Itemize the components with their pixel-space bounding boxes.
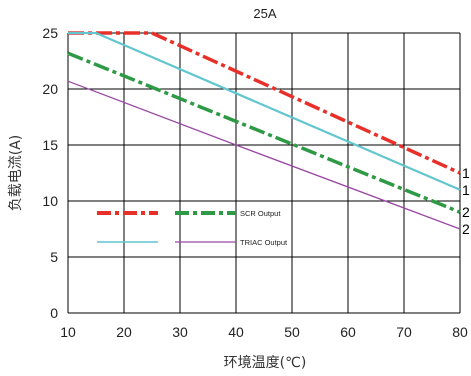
x-tick-label-4: 50	[284, 324, 300, 340]
x-tick-label-5: 60	[340, 324, 356, 340]
y-tick-label-4: 20	[42, 81, 58, 97]
tick-labels: 10 20 30 40 50 60 70 80 0 5 10 15 20 25	[42, 25, 468, 340]
series-end-label-2: 2	[462, 204, 470, 220]
series-line-2	[67, 51, 461, 214]
y-tick-label-3: 15	[42, 137, 58, 153]
legend-triac-label: TRIAC Output	[240, 238, 288, 247]
x-tick-label-6: 70	[396, 324, 412, 340]
series-line-3	[67, 80, 461, 230]
chart-title: 25A	[253, 6, 276, 21]
x-tick-label-1: 20	[116, 324, 132, 340]
y-tick-label-5: 25	[42, 25, 58, 41]
y-axis-label: 负载电流(A)	[8, 135, 24, 212]
series-end-label-3: 2	[462, 221, 470, 237]
y-tick-label-1: 5	[50, 249, 58, 265]
legend-scr-label: SCR Output	[240, 209, 281, 218]
y-tick-label-0: 0	[50, 305, 58, 321]
series-end-label-1: 1	[462, 182, 470, 198]
y-tick-label-2: 10	[42, 193, 58, 209]
end-labels: 11 22	[462, 165, 470, 237]
x-tick-label-2: 30	[172, 324, 188, 340]
x-tick-label-7: 80	[452, 324, 468, 340]
x-tick-label-3: 40	[228, 324, 244, 340]
grid	[67, 32, 461, 314]
x-tick-label-0: 10	[60, 324, 76, 340]
legend: SCR Output TRIAC Output	[97, 209, 288, 247]
x-axis-label: 环境温度(℃)	[224, 355, 307, 371]
series-line-1	[68, 31, 461, 191]
series-end-label-0: 1	[462, 165, 470, 181]
series-group	[67, 31, 461, 230]
